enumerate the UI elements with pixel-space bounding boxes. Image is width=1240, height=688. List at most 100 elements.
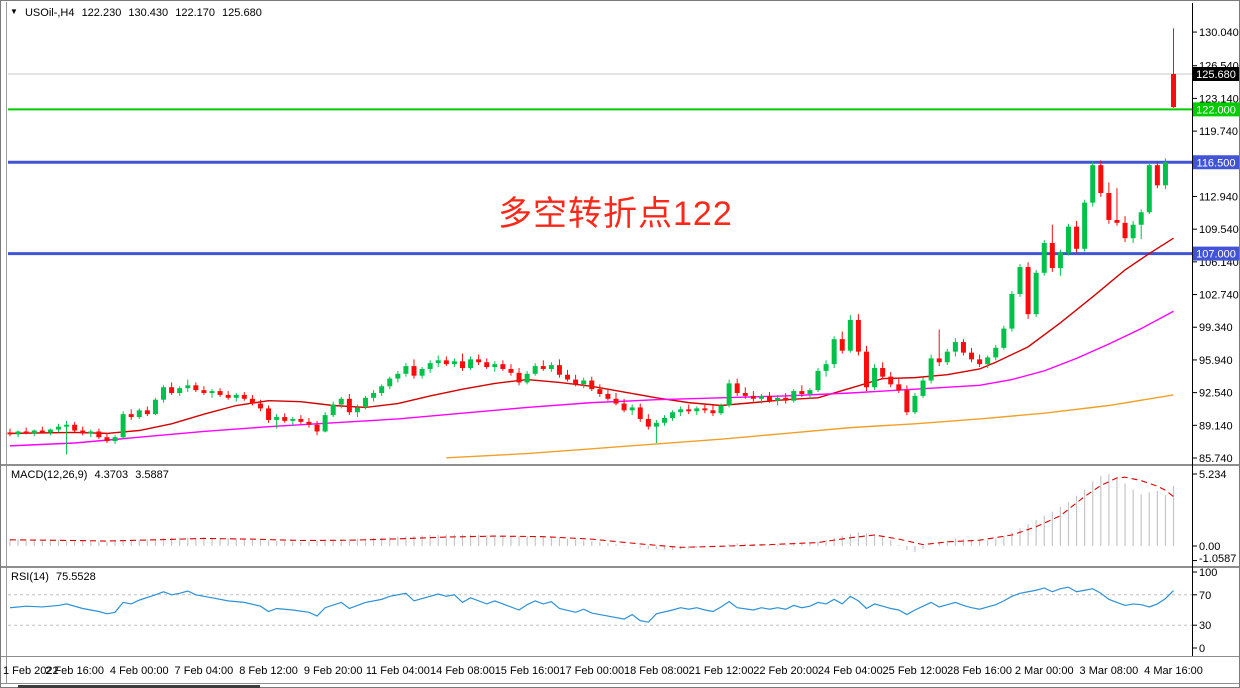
candle-28 (233, 394, 239, 398)
price-badge (1193, 102, 1239, 117)
candle-99 (807, 390, 813, 394)
candle-57 (468, 359, 474, 369)
candle-51 (419, 368, 425, 376)
candle-84 (686, 409, 692, 412)
macd-tick-label: -1.0587 (1199, 553, 1236, 565)
price-tick-label: 89.140 (1199, 420, 1233, 432)
candle-109 (888, 376, 894, 385)
time-axis-label[interactable]: 22 Feb 20:00 (753, 665, 818, 677)
time-axis-label[interactable]: 8 Feb 12:00 (239, 665, 298, 677)
candle-48 (395, 373, 401, 379)
time-axis-label[interactable]: 4 Mar 16:00 (1144, 665, 1203, 677)
candle-60 (492, 364, 498, 368)
candle-43 (354, 407, 360, 413)
time-axis-label[interactable]: 15 Feb 16:00 (495, 665, 560, 677)
time-axis-label[interactable]: 25 Feb 12:00 (883, 665, 948, 677)
candle-107 (872, 368, 878, 388)
candle-87 (710, 410, 716, 414)
time-axis-label[interactable]: 1 Feb 2022 (3, 665, 59, 677)
candle-34 (282, 417, 288, 421)
candle-139 (1130, 224, 1136, 239)
candle-31 (257, 403, 263, 409)
candle-100 (815, 370, 821, 391)
time-axis-label[interactable]: 9 Feb 20:00 (304, 665, 363, 677)
candle-2 (23, 431, 29, 434)
price-badge-label: 125.680 (1196, 69, 1236, 81)
candle-86 (702, 408, 708, 411)
candle-81 (661, 418, 667, 423)
price-tick-label: 112.940 (1199, 191, 1238, 203)
candle-23 (193, 385, 199, 391)
candle-16 (136, 410, 142, 418)
rsi-name: RSI(14) (11, 571, 49, 583)
time-axis-label[interactable]: 24 Feb 04:00 (818, 665, 883, 677)
symbol-dropdown-icon[interactable]: ▼ (10, 7, 18, 16)
price-tick-label: 109.540 (1199, 224, 1239, 236)
candle-98 (799, 391, 805, 394)
candle-138 (1122, 222, 1128, 239)
candle-143 (1162, 162, 1168, 186)
candle-26 (217, 391, 223, 395)
candle-92 (750, 395, 756, 399)
time-axis-label[interactable]: 17 Feb 00:00 (559, 665, 624, 677)
candle-113 (920, 380, 926, 396)
time-axis-label[interactable]: 18 Feb 08:00 (624, 665, 689, 677)
candle-36 (298, 418, 304, 422)
candle-135 (1098, 165, 1104, 194)
candle-95 (775, 397, 781, 401)
candle-76 (621, 403, 627, 411)
candle-88 (718, 405, 724, 414)
candle-105 (855, 319, 861, 352)
time-axis-label[interactable]: 21 Feb 12:00 (689, 665, 754, 677)
candle-125 (1017, 267, 1023, 294)
candle-80 (653, 422, 659, 427)
candle-33 (274, 417, 280, 420)
candle-119 (969, 352, 975, 360)
candle-72 (589, 380, 595, 390)
candle-25 (209, 391, 215, 394)
candle-128 (1041, 243, 1047, 273)
price-tick-label: 85.740 (1199, 453, 1233, 465)
candle-49 (403, 366, 409, 374)
candle-35 (290, 418, 296, 421)
time-axis-label[interactable]: 3 Mar 08:00 (1080, 665, 1139, 677)
candle-102 (831, 339, 837, 365)
annotation-text: 多空转折点122 (498, 195, 733, 233)
candle-122 (993, 347, 999, 358)
rsi-tick-label: 0 (1199, 643, 1205, 655)
candle-62 (508, 368, 514, 373)
high-value: 130.430 (128, 7, 169, 19)
candle-106 (863, 351, 869, 388)
candle-124 (1009, 293, 1015, 329)
rsi-value: 75.5528 (55, 571, 96, 583)
close-value: 125.680 (222, 7, 262, 19)
time-axis-label[interactable]: 28 Feb 16:00 (947, 665, 1012, 677)
candle-103 (839, 339, 845, 351)
candle-41 (338, 398, 344, 405)
time-axis-label[interactable]: 11 Feb 04:00 (366, 665, 430, 677)
time-axis-label[interactable]: 7 Feb 04:00 (175, 665, 234, 677)
candle-30 (249, 398, 255, 404)
time-axis-label[interactable]: 2 Mar 00:00 (1015, 665, 1074, 677)
candle-17 (144, 410, 150, 415)
candle-116 (944, 351, 950, 363)
candle-115 (936, 358, 942, 363)
candle-54 (443, 360, 449, 365)
candle-1 (15, 431, 21, 435)
candle-47 (387, 378, 393, 387)
candle-83 (678, 409, 684, 413)
time-axis-label[interactable]: 2 Feb 16:00 (45, 665, 104, 677)
rsi-tick-label: 70 (1199, 590, 1211, 602)
macd-tick-label: 5.234 (1199, 469, 1227, 481)
candle-133 (1082, 202, 1088, 249)
candle-64 (524, 373, 530, 383)
time-axis-label[interactable]: 14 Feb 08:00 (430, 665, 495, 677)
candle-104 (847, 319, 853, 351)
candle-127 (1033, 272, 1039, 315)
candle-75 (613, 398, 619, 404)
time-axis-label[interactable]: 4 Feb 00:00 (110, 665, 169, 677)
price-badge-label: 116.500 (1197, 157, 1236, 169)
candles (7, 28, 1177, 455)
price-tick-label: 95.940 (1199, 355, 1233, 367)
